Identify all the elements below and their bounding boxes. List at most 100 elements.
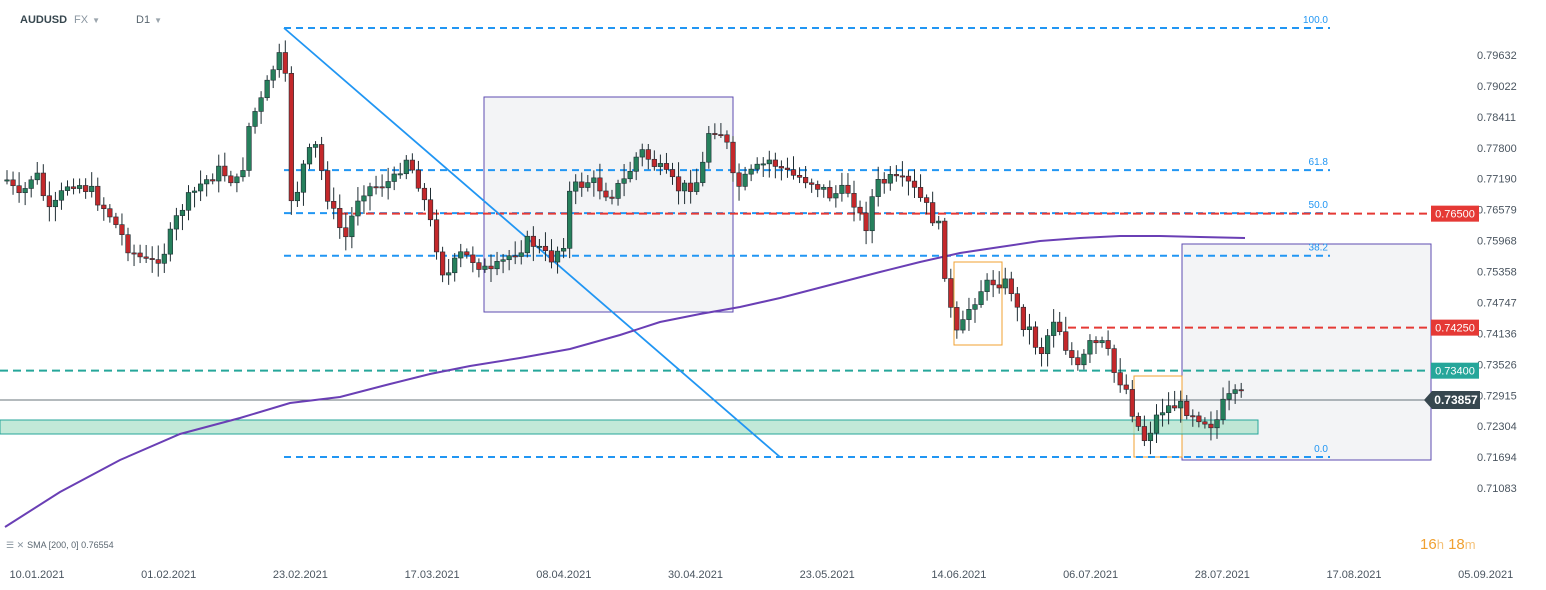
candle-bearish (282, 52, 288, 74)
candle-bearish (663, 163, 670, 170)
candle-bearish (802, 177, 809, 184)
candle-bearish (942, 220, 948, 279)
candle-bearish (948, 278, 954, 308)
candle-bullish (1081, 353, 1087, 366)
candle-bullish (833, 193, 839, 199)
indicator-legend-text: SMA [200, 0] 0.76554 (27, 540, 114, 550)
candle-bearish (470, 254, 476, 263)
x-tick-label: 28.07.2021 (1195, 569, 1250, 581)
y-tick-label: 0.75358 (1477, 267, 1517, 279)
x-tick-label: 05.09.2021 (1458, 569, 1513, 581)
market-selector[interactable]: FX ▼ (74, 14, 100, 26)
fib-level-label: 100.0 (1303, 15, 1328, 26)
candle-bullish (4, 179, 10, 182)
chevron-down-icon: ▼ (92, 16, 100, 25)
candle-bearish (107, 208, 113, 218)
candle-bullish (700, 161, 706, 183)
candle-bearish (101, 204, 107, 209)
x-tick-label: 08.04.2021 (536, 569, 591, 581)
candle-bullish (77, 185, 83, 189)
y-tick-label: 0.71694 (1477, 452, 1517, 464)
candle-bearish (83, 185, 89, 192)
candle-bearish (1135, 415, 1141, 427)
candle-bearish (16, 185, 22, 194)
candle-bearish (1172, 405, 1178, 409)
candle-bullish (1051, 321, 1057, 336)
candle-bearish (379, 186, 385, 189)
candle-bullish (1220, 398, 1226, 420)
candle-bullish (1026, 326, 1033, 330)
x-tick-label: 10.01.2021 (9, 569, 64, 581)
candle-bullish (355, 200, 361, 217)
candle-bullish (524, 235, 530, 254)
candle-bullish (397, 173, 403, 176)
candle-bullish (264, 79, 270, 99)
candle-bearish (149, 258, 155, 260)
x-tick-label: 06.07.2021 (1063, 569, 1118, 581)
candle-bullish (984, 279, 990, 292)
candle-bearish (1038, 347, 1045, 355)
candle-bearish (1238, 389, 1244, 392)
candle-bullish (349, 215, 355, 238)
y-tick-label: 0.72915 (1477, 390, 1517, 402)
candle-bearish (1117, 372, 1123, 386)
candle-bullish (446, 272, 452, 276)
candle-bearish (548, 250, 555, 263)
candle-bearish (730, 141, 736, 174)
candle-bearish (796, 175, 803, 178)
candle-bullish (258, 97, 264, 112)
candle-bearish (778, 166, 784, 169)
candle-bearish (851, 193, 857, 208)
fib-level-label: 61.8 (1309, 157, 1329, 168)
candle-bullish (482, 265, 488, 270)
candle-bearish (46, 195, 52, 208)
candle-bullish (887, 174, 893, 184)
candle-bullish (64, 186, 71, 191)
candle-bearish (917, 187, 924, 198)
candle-bullish (204, 179, 210, 185)
symbol-label[interactable]: AUDUSD (20, 14, 68, 26)
candle-bullish (300, 163, 307, 193)
fib-level-label: 50.0 (1309, 200, 1329, 211)
candle-bearish (439, 251, 446, 276)
candle-bearish (1190, 415, 1196, 418)
y-tick-label: 0.71083 (1477, 483, 1517, 495)
candle-bearish (210, 179, 216, 182)
price-level-tag (1431, 205, 1479, 222)
candle-bullish (869, 196, 875, 232)
candle-bearish (409, 159, 415, 171)
current-price-label: 0.73857 (1434, 393, 1478, 407)
candle-bullish (536, 245, 542, 248)
candle-bearish (228, 175, 234, 184)
candle-bearish (954, 307, 960, 331)
candle-bullish (585, 182, 591, 188)
candle-bullish (52, 199, 58, 208)
sma-200-line (4, 235, 1246, 528)
candle-bullish (621, 178, 627, 184)
candle-bullish (1159, 412, 1166, 416)
candle-bullish (458, 251, 464, 259)
fib-level-label: 0.0 (1314, 444, 1328, 455)
orange-box-june (953, 261, 1003, 346)
candle-bearish (905, 175, 912, 182)
candle-bullish (89, 185, 95, 192)
candle-bearish (996, 284, 1002, 289)
y-tick-label: 0.75968 (1477, 236, 1517, 248)
candle-bearish (645, 149, 651, 160)
candle-bullish (240, 170, 246, 178)
indicator-list-icon: ☰ ✕ (6, 540, 25, 550)
candle-bearish (863, 212, 869, 232)
x-tick-label: 01.02.2021 (141, 569, 196, 581)
candle-bullish (1153, 414, 1160, 434)
candle-bullish (216, 165, 222, 182)
candle-bearish (1129, 389, 1135, 417)
timeframe-selector[interactable]: D1 ▼ (136, 14, 162, 26)
indicator-legend[interactable]: ☰ ✕ SMA [200, 0] 0.76554 (6, 540, 114, 551)
candle-bullish (560, 248, 567, 252)
candle-bearish (95, 185, 101, 206)
support-zone (0, 419, 1259, 435)
x-tick-label: 14.06.2021 (931, 569, 986, 581)
candle-bullish (367, 186, 373, 197)
candle-bullish (573, 181, 579, 192)
